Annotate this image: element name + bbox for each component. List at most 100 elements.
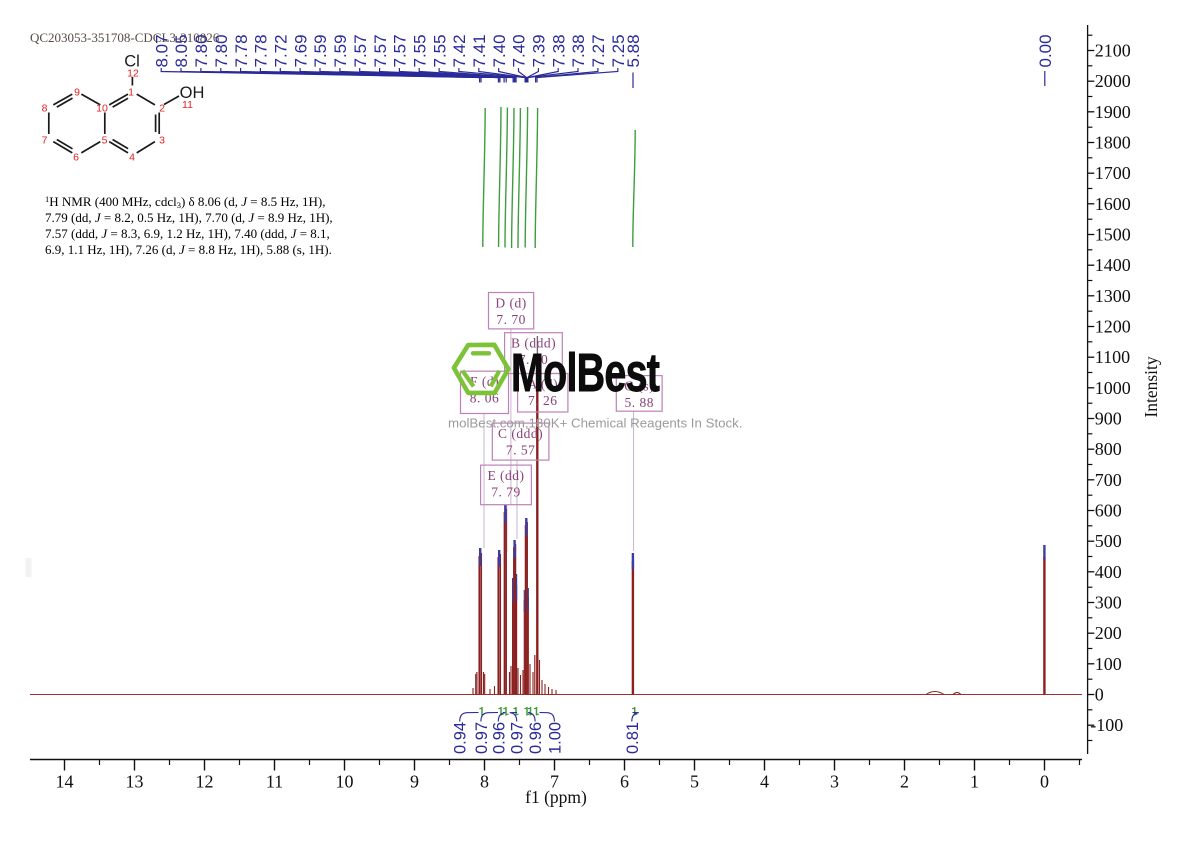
svg-text:12: 12 [196,772,214,792]
svg-text:8.07: 8.07 [152,34,171,67]
svg-text:0.81: 0.81 [624,722,642,754]
svg-text:G (s): G (s) [624,379,654,394]
svg-text:7.40: 7.40 [490,34,509,67]
svg-text:1100: 1100 [1095,347,1130,367]
svg-text:7.69: 7.69 [291,34,310,67]
svg-text:MolBest: MolBest [511,343,660,404]
svg-text:5: 5 [102,135,108,147]
svg-text:7. 70: 7. 70 [496,312,526,327]
svg-text:12: 12 [127,68,139,80]
svg-text:7.59: 7.59 [331,34,350,67]
svg-text:7.55: 7.55 [410,34,429,67]
svg-text:0.97: 0.97 [509,722,527,754]
svg-text:1700: 1700 [1095,163,1131,183]
svg-text:5. 88: 5. 88 [624,395,654,410]
svg-text:2100: 2100 [1095,41,1131,61]
svg-text:1900: 1900 [1095,102,1131,122]
svg-text:7.39: 7.39 [530,34,549,67]
svg-text:A (d): A (d) [527,377,558,392]
svg-text:0.96: 0.96 [527,722,545,754]
svg-text:10: 10 [336,772,354,792]
svg-text:B (ddd): B (ddd) [511,336,556,351]
svg-text:7. 57: 7. 57 [506,443,536,458]
svg-text:1400: 1400 [1095,255,1131,275]
svg-text:5.88: 5.88 [624,34,643,67]
svg-text:9: 9 [74,87,80,99]
svg-text:7.27: 7.27 [589,34,608,67]
svg-text:6: 6 [620,772,629,792]
svg-text:1300: 1300 [1095,286,1131,306]
svg-text:11: 11 [182,99,193,111]
svg-text:10: 10 [96,103,108,115]
svg-text:Cl: Cl [124,53,140,71]
svg-text:7.72: 7.72 [272,34,291,67]
svg-text:600: 600 [1095,501,1122,521]
svg-text:2000: 2000 [1095,71,1131,91]
svg-text:7: 7 [42,135,48,147]
svg-text:7.55: 7.55 [430,34,449,67]
svg-text:7.38: 7.38 [549,34,568,67]
svg-text:200: 200 [1095,623,1122,643]
svg-text:0: 0 [1040,772,1049,792]
svg-text:7.38: 7.38 [569,34,588,67]
svg-text:f1 (ppm): f1 (ppm) [525,787,587,807]
svg-text:7.57: 7.57 [351,34,370,67]
svg-text:3: 3 [830,772,839,792]
svg-text:700: 700 [1095,470,1122,490]
svg-text:1800: 1800 [1095,133,1131,153]
svg-text:Intensity: Intensity [1141,356,1161,417]
svg-text:7. 79: 7. 79 [491,485,521,500]
svg-text:7.40: 7.40 [510,34,529,67]
svg-text:13: 13 [126,772,144,792]
svg-text:7.78: 7.78 [252,34,271,67]
svg-text:0.00: 0.00 [1036,34,1055,67]
svg-text:11: 11 [266,772,283,792]
svg-text:3: 3 [159,135,165,147]
svg-text:14: 14 [56,772,74,792]
svg-text:1200: 1200 [1095,317,1131,337]
svg-text:E (dd): E (dd) [487,468,524,483]
svg-text:9: 9 [410,772,419,792]
svg-text:4: 4 [129,152,135,164]
svg-text:1.00: 1.00 [546,722,564,754]
svg-text:800: 800 [1095,439,1122,459]
svg-text:7.25: 7.25 [609,34,628,67]
svg-text:7.80: 7.80 [192,34,211,67]
svg-text:100: 100 [1095,654,1122,674]
svg-text:6: 6 [73,152,79,164]
svg-text:1: 1 [128,87,134,99]
svg-text:900: 900 [1095,409,1122,429]
svg-text:4: 4 [760,772,769,792]
svg-text:1: 1 [970,772,979,792]
svg-text:0.97: 0.97 [473,722,491,754]
svg-text:2: 2 [900,772,909,792]
svg-text:D (d): D (d) [495,296,526,311]
svg-text:7.57: 7.57 [391,34,410,67]
svg-text:7. 40: 7. 40 [519,352,549,367]
svg-text:1000: 1000 [1095,378,1131,398]
svg-text:-100: -100 [1090,715,1123,735]
svg-text:7.78: 7.78 [232,34,251,67]
svg-text:0.96: 0.96 [490,722,508,754]
svg-text:2: 2 [159,103,165,115]
svg-text:7.57: 7.57 [371,34,390,67]
svg-text:7.42: 7.42 [450,34,469,67]
svg-text:1500: 1500 [1095,225,1131,245]
svg-text:7: 7 [550,772,559,792]
svg-text:500: 500 [1095,531,1122,551]
svg-text:400: 400 [1095,562,1122,582]
svg-text:7.80: 7.80 [212,34,231,67]
svg-text:8: 8 [42,103,48,115]
svg-text:7.59: 7.59 [311,34,330,67]
svg-text:300: 300 [1095,593,1122,613]
svg-text:molBest.com,180K+ Chemical Rea: molBest.com,180K+ Chemical Reagents In S… [448,416,743,431]
svg-text:C (ddd): C (ddd) [498,426,543,441]
svg-text:0.94: 0.94 [452,722,470,754]
svg-text:7. 26: 7. 26 [528,393,558,408]
svg-text:5: 5 [690,772,699,792]
svg-text:7.41: 7.41 [470,34,489,67]
svg-text:8.05: 8.05 [172,34,191,67]
svg-text:OH: OH [180,84,205,102]
svg-text:1600: 1600 [1095,194,1131,214]
svg-text:0: 0 [1095,685,1104,705]
